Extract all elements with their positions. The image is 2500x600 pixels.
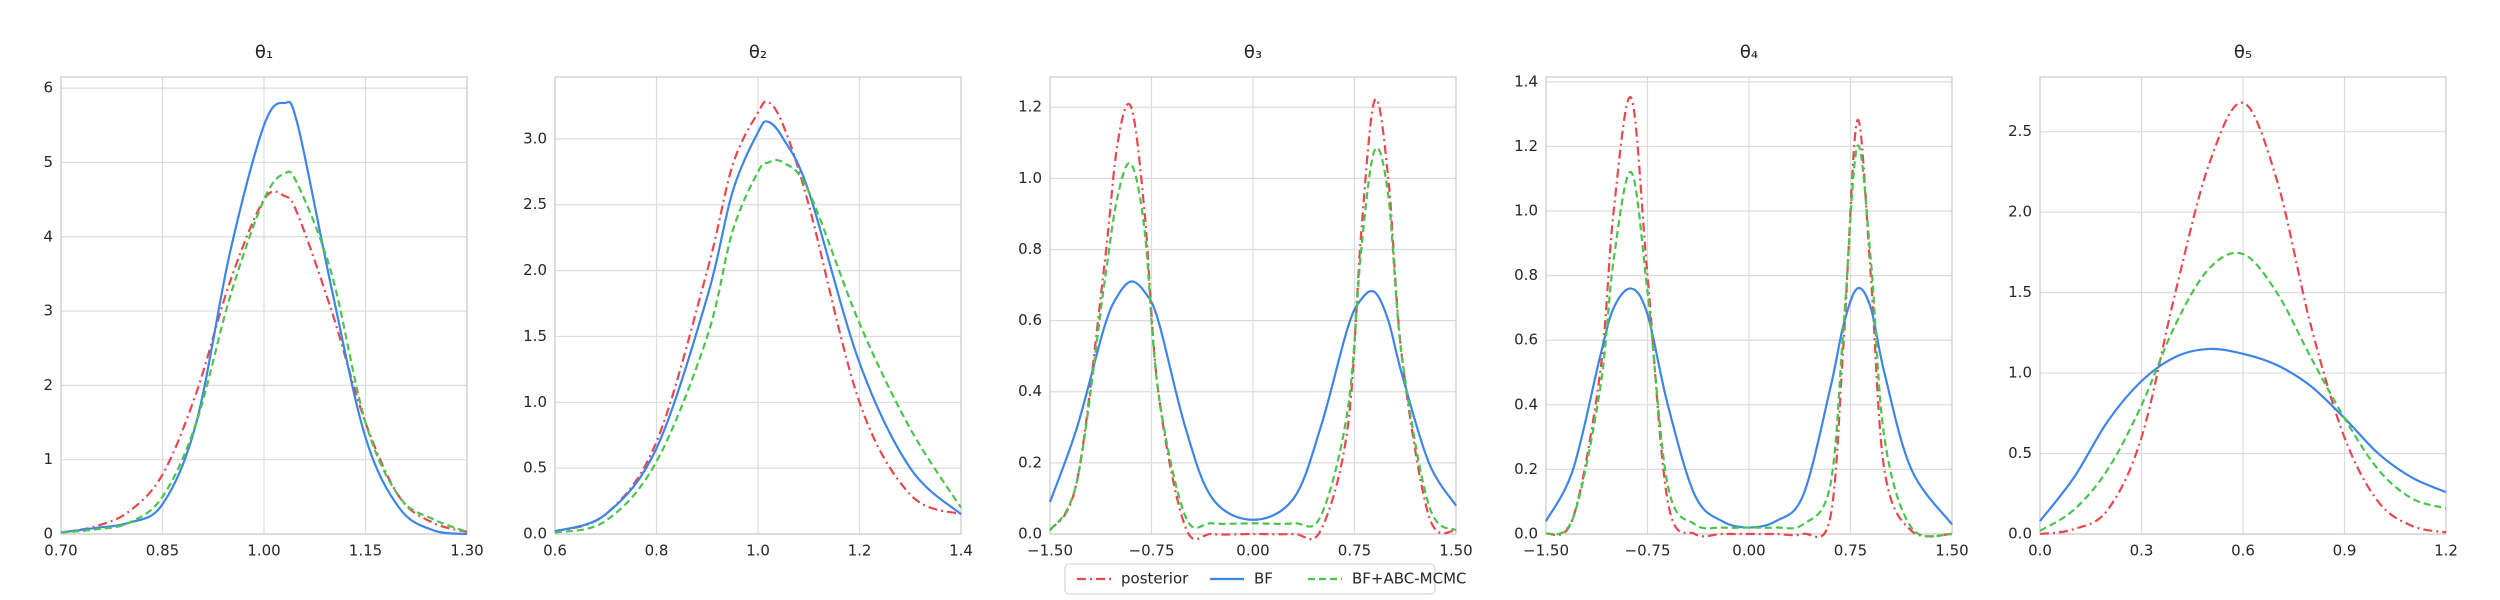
density-line [60,190,468,534]
y-tick-label: 1.5 [523,327,547,345]
x-tick-label: 1.2 [848,542,872,560]
y-tick-label: 2 [43,376,53,394]
y-tick-label: 6 [43,79,53,97]
subplot-title: θ₅ [2234,42,2252,63]
y-tick-label: 1 [43,450,53,468]
y-tick-label: 0.2 [1514,460,1538,478]
x-tick-label: 0.6 [543,542,567,560]
y-tick-label: 3.0 [523,129,547,147]
y-tick-label: 0.0 [2008,525,2032,543]
x-tick-label: 0.00 [1236,542,1269,560]
legend-label: BF+ABC-MCMC [1352,570,1467,588]
density-line [2039,101,2447,536]
x-tick-label: 1.50 [1935,542,1968,560]
legend-label: BF [1254,570,1273,588]
y-tick-label: 0.6 [1018,311,1042,329]
axes-frame [1049,76,1457,535]
x-tick-label: 1.15 [349,542,382,560]
y-tick-label: 0.2 [1018,453,1042,471]
subplot: 0.0 0.5 1.0 1.5 2.0 2.5 0.0 0.3 0.6 0.9 1.2 θ₅ [2008,42,2458,560]
x-tick-label: 1.4 [949,542,973,560]
x-tick-label: 0.6 [2231,542,2255,560]
x-tick-label: −0.75 [1129,542,1175,560]
x-tick-label: 0.85 [146,542,179,560]
y-tick-label: 0.8 [1018,240,1042,258]
subplot-title: θ₁ [255,42,273,63]
y-tick-label: 1.0 [523,393,547,411]
legend: posterior BF BF+ABC-MCMC [1064,563,1467,595]
y-tick-label: 3 [43,302,53,320]
x-tick-label: 0.75 [1834,542,1867,560]
legend-box [1064,563,1436,595]
x-tick-label: 0.70 [44,542,77,560]
y-tick-label: 1.4 [1514,72,1538,90]
y-tick-label: 0.8 [1514,266,1538,284]
x-tick-label: −1.50 [1027,542,1073,560]
density-line [2039,347,2447,522]
y-tick-label: 2.0 [2008,203,2032,221]
subplot-title: θ₂ [749,42,767,63]
axes-frame [2039,76,2447,535]
y-tick-label: 4 [43,227,53,245]
x-tick-label: 0.3 [2130,542,2154,560]
density-line [1049,146,1457,532]
x-tick-label: −1.50 [1523,542,1569,560]
axes-frame [60,76,468,535]
y-tick-label: 1.5 [2008,283,2032,301]
y-tick-label: 1.0 [1018,169,1042,187]
x-tick-label: 1.30 [450,542,483,560]
y-tick-label: 1.0 [2008,364,2032,382]
subplot: 0.0 0.2 0.4 0.6 0.8 1.0 1.2 1.4 −1.50 −0.75 0.00 0.… [1514,42,1969,560]
subplot: 0.0 0.5 1.0 1.5 2.0 2.5 3.0 0.6 0.8 1.0 1.2 1.4 θ₂ [523,42,973,560]
x-tick-label: −0.75 [1625,542,1671,560]
density-line [554,120,962,533]
subplot: 0.0 0.2 0.4 0.6 0.8 1.0 1.2 −1.50 −0.75 0.00 0.75 1… [1018,42,1473,560]
subplot-title: θ₃ [1244,42,1262,63]
subplot: 0 1 2 3 4 5 6 0.70 0.85 1.00 1.15 1.30 θ₁ [43,42,483,560]
x-tick-label: 1.50 [1439,542,1472,560]
density-line [1048,280,1457,521]
y-tick-label: 2.0 [523,261,547,279]
x-tick-label: 0.0 [2028,542,2052,560]
x-tick-label: 0.00 [1732,542,1765,560]
y-tick-label: 0.5 [2008,444,2032,462]
density-line [1545,144,1953,538]
x-tick-label: 1.0 [746,542,770,560]
legend-label: posterior [1121,570,1189,588]
density-line [554,100,962,533]
y-tick-label: 1.2 [1514,137,1538,155]
y-tick-label: 0.0 [1018,525,1042,543]
x-tick-label: 0.8 [645,542,669,560]
y-tick-label: 0.4 [1018,382,1042,400]
subplot-title: θ₄ [1740,42,1758,63]
y-tick-label: 0.5 [523,459,547,477]
x-tick-label: 1.00 [247,542,280,560]
y-tick-label: 0.6 [1514,331,1538,349]
y-tick-label: 0.4 [1514,395,1538,413]
y-tick-label: 0.0 [1514,525,1538,543]
y-tick-label: 0 [43,525,53,543]
density-line [1545,95,1953,539]
x-tick-label: 1.2 [2434,542,2458,560]
x-tick-label: 0.9 [2333,542,2357,560]
density-line [2039,251,2447,532]
x-tick-label: 0.75 [1338,542,1371,560]
y-tick-label: 0.0 [523,525,547,543]
density-line [60,100,468,536]
axes-frame [554,76,962,535]
y-tick-label: 1.2 [1018,98,1042,116]
y-tick-label: 1.0 [1514,202,1538,220]
y-tick-label: 5 [43,153,53,171]
y-tick-label: 2.5 [523,195,547,213]
density-line [1049,97,1457,541]
y-tick-label: 2.5 [2008,122,2032,140]
